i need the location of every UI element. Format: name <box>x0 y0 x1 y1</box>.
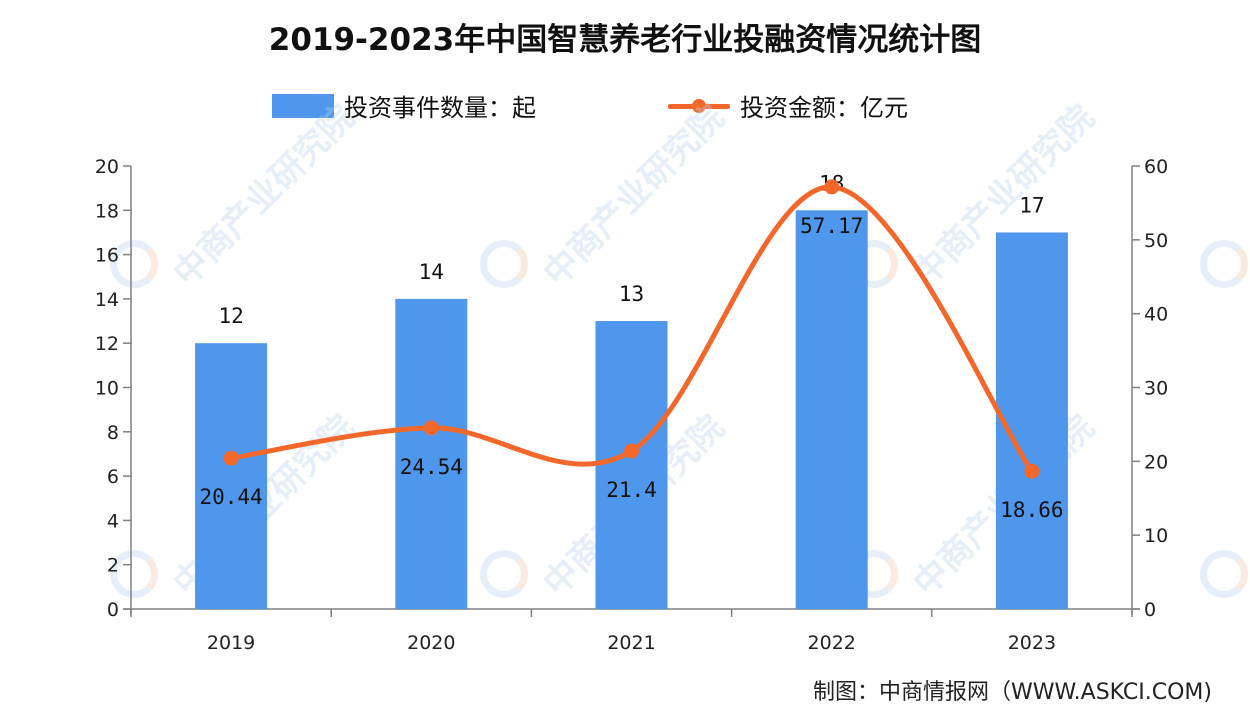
line-value-label: 20.44 <box>199 485 262 509</box>
line-value-label: 21.4 <box>606 478 657 502</box>
left-tick-label: 8 <box>107 422 119 444</box>
line-point-marker <box>1024 463 1040 479</box>
legend-line-label: 投资金额：亿元 <box>740 94 908 122</box>
x-tick-label: 2021 <box>607 632 655 654</box>
bar-value-label: 17 <box>1019 193 1044 217</box>
bar-swatch-icon <box>272 93 334 118</box>
left-tick-label: 18 <box>95 200 119 222</box>
line-point-marker <box>423 420 439 436</box>
legend: 投资事件数量：起 投资金额：亿元 <box>0 88 1250 128</box>
amount-line <box>228 184 1035 474</box>
left-tick-label: 12 <box>95 333 119 355</box>
right-tick-label: 30 <box>1144 378 1168 400</box>
chart-title: 2019-2023年中国智慧养老行业投融资情况统计图 <box>268 22 982 58</box>
right-tick-label: 10 <box>1144 525 1168 547</box>
line-value-label: 57.17 <box>800 214 863 238</box>
left-tick-label: 4 <box>107 510 119 532</box>
x-tick-label: 2022 <box>808 632 856 654</box>
left-tick-label: 6 <box>107 466 119 488</box>
line-point-marker <box>624 443 639 459</box>
left-tick-label: 14 <box>95 289 119 311</box>
line-point-marker <box>223 450 239 466</box>
right-tick-label: 0 <box>1144 599 1156 621</box>
right-tick-label: 20 <box>1144 451 1168 473</box>
right-tick-label: 50 <box>1144 230 1168 252</box>
legend-item-line[interactable]: 投资金额：亿元 <box>668 88 908 123</box>
right-tick-label: 40 <box>1144 304 1168 326</box>
legend-bar-label: 投资事件数量：起 <box>344 94 536 122</box>
left-tick-label: 2 <box>107 555 119 577</box>
left-tick-label: 16 <box>95 245 119 267</box>
legend-item-bar[interactable]: 投资事件数量：起 <box>272 88 536 123</box>
bar <box>995 232 1068 609</box>
x-tick-label: 2019 <box>207 632 255 654</box>
left-tick-label: 10 <box>95 378 119 400</box>
right-tick-label: 60 <box>1144 156 1168 178</box>
line-value-label: 24.54 <box>400 455 463 479</box>
bar-value-label: 12 <box>218 304 243 328</box>
x-tick-label: 2020 <box>407 632 455 654</box>
source-credit: 制图：中商情报网（WWW.ASKCI.COM) <box>812 680 1212 705</box>
line-swatch-icon <box>668 94 730 118</box>
bar <box>395 298 468 609</box>
bar-value-label: 14 <box>419 260 444 284</box>
line-point-marker <box>824 179 840 195</box>
left-tick-label: 20 <box>95 156 119 178</box>
line-value-label: 18.66 <box>1000 498 1063 522</box>
bar <box>595 321 668 609</box>
bar <box>195 343 268 609</box>
left-tick-label: 0 <box>107 599 119 621</box>
bar-value-label: 13 <box>619 282 644 306</box>
bar <box>795 210 868 610</box>
x-tick-label: 2023 <box>1008 632 1056 654</box>
